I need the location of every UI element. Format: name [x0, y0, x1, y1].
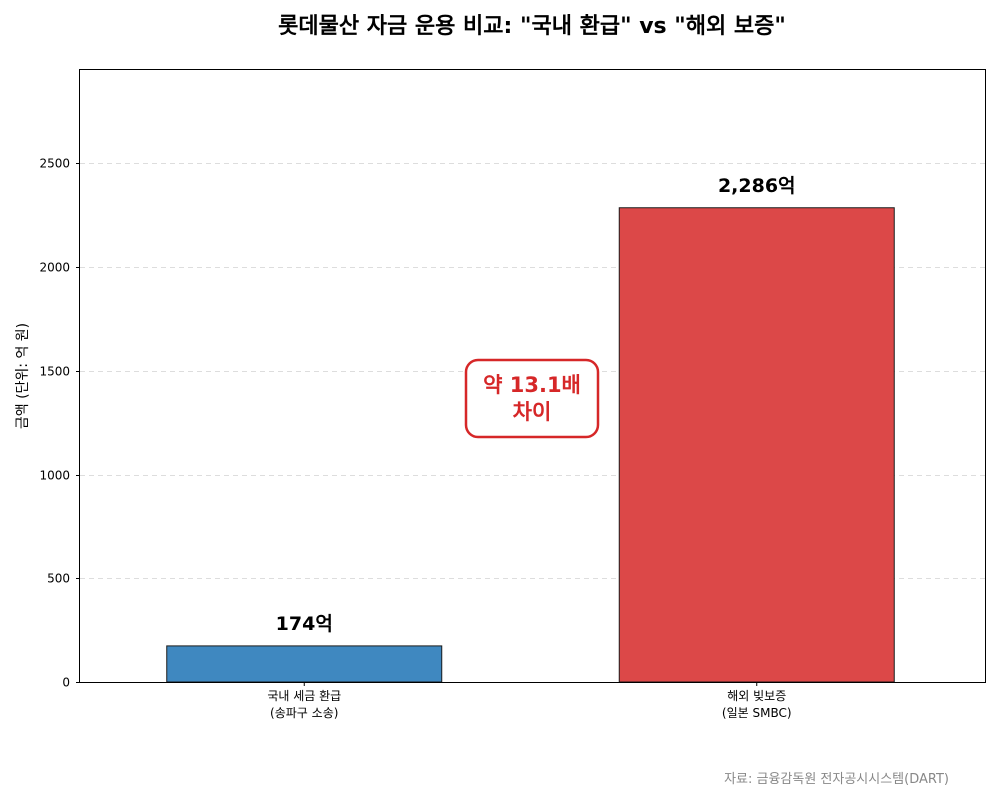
y-tick-label: 2500: [39, 157, 70, 171]
bar-value-label: 174억: [276, 613, 333, 635]
x-axis-ticks: 국내 세금 환급 (송파구 소송) 해외 빚보증 (일본 SMBC): [267, 682, 792, 720]
annotation-line2: 차이: [513, 400, 552, 424]
bars: [166, 207, 895, 683]
y-tick-label: 1000: [39, 469, 70, 483]
source-note: 자료: 금융감독원 전자공시시스템(DART): [724, 772, 949, 787]
bar: [618, 207, 895, 683]
y-axis-ticks: 0 500 1000 1500 2000 2500: [39, 157, 80, 690]
x-tick-label-line2: (일본 SMBC): [722, 706, 792, 720]
y-tick-label: 2000: [39, 261, 70, 275]
value-labels: 174억 2,286억: [276, 175, 796, 635]
plot-area-frame: [79, 69, 986, 683]
y-axis-label: 금액 (단위: 억 원): [15, 323, 31, 429]
x-tick-label-line1: 국내 세금 환급: [267, 689, 341, 703]
bar: [166, 645, 443, 683]
chart-title: 롯데물산 자금 운용 비교: "국내 환급" vs "해외 보증": [278, 14, 786, 39]
y-tick-label: 1500: [39, 365, 70, 379]
x-tick-label-line2: (송파구 소송): [270, 706, 338, 720]
x-tick-label-line1: 해외 빚보증: [727, 689, 786, 703]
ratio-annotation: 약 13.1배 차이: [464, 358, 600, 439]
annotation-box: [464, 358, 600, 439]
bar-value-label: 2,286억: [718, 175, 796, 197]
y-tick-label: 500: [47, 572, 70, 586]
annotation-line1: 약 13.1배: [483, 373, 581, 397]
y-tick-label: 0: [62, 676, 70, 690]
